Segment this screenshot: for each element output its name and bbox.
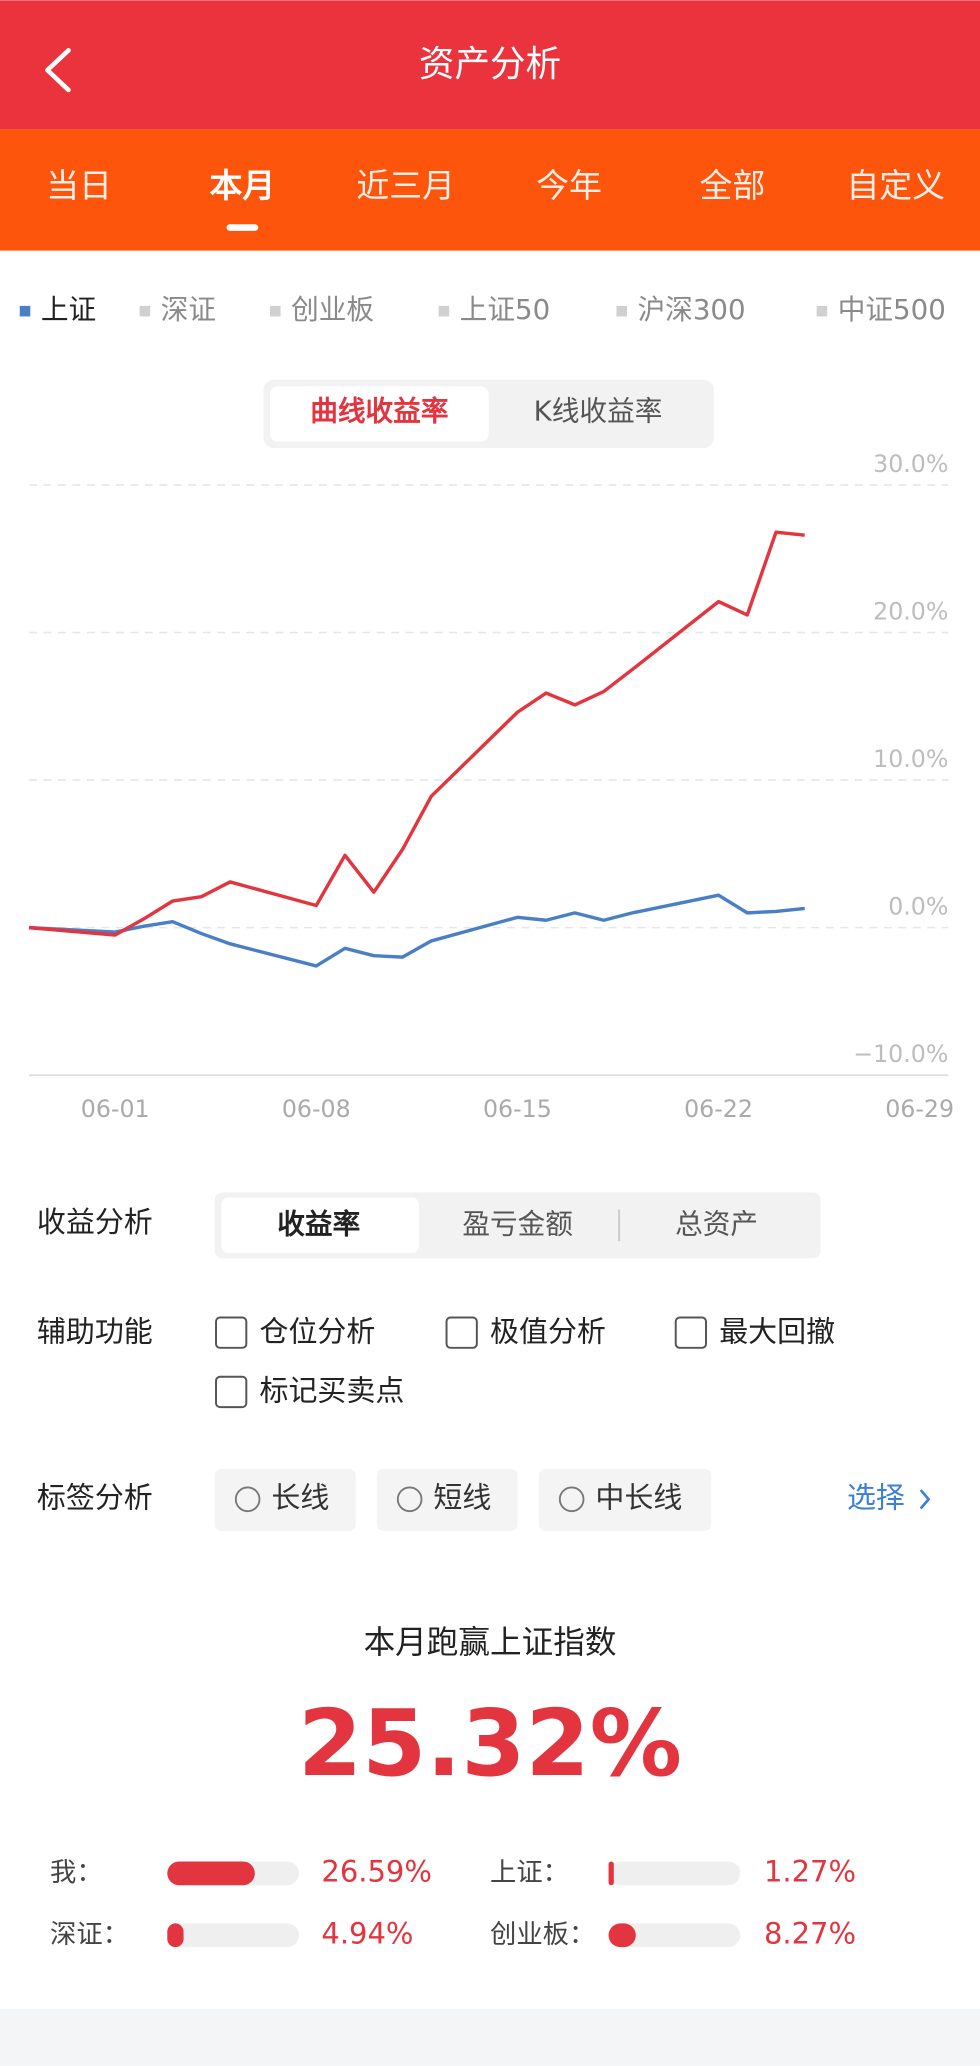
summary-title: 本月跑赢上证指数 [364,1625,617,1661]
compare-name: 我： [50,1858,103,1888]
mode-option[interactable]: K线收益率 [534,395,663,428]
compare-bar [608,1923,636,1948]
benchmark-dot [139,305,151,317]
mode-active-bg [270,386,489,442]
section-label: 收益分析 [37,1205,153,1239]
checkbox[interactable] [674,1316,708,1349]
compare-value: 1.27% [764,1854,856,1888]
benchmark-dot [19,305,31,317]
y-tick-label: −10.0% [853,1040,948,1068]
radio [396,1486,423,1513]
page-title: 资产分析 [419,44,561,85]
tab-indicator [226,224,259,231]
tag-pill[interactable] [538,1468,712,1531]
compare-track [167,1923,300,1948]
benchmark-option[interactable]: 中证500 [838,293,946,326]
benchmark-dot [438,305,450,317]
benchmark-dot [816,305,828,317]
tab[interactable]: 近三月 [356,166,455,205]
series-line [28,893,805,968]
checkbox-label[interactable]: 最大回撤 [719,1314,835,1348]
compare-value: 4.94% [321,1916,413,1950]
header-bar [0,0,980,130]
compare-bar [167,1923,184,1948]
footer-strip [0,2009,980,2066]
series-line [28,530,805,937]
segment-option[interactable]: 收益率 [277,1207,360,1240]
radio [234,1486,261,1513]
compare-name: 创业板： [490,1920,595,1950]
benchmark-option[interactable]: 深证 [161,293,216,326]
x-tick-label: 06-08 [282,1095,351,1123]
tag-label: 长线 [271,1480,329,1514]
compare-name: 深证： [50,1920,129,1950]
radio [558,1486,585,1513]
segment-option[interactable]: 总资产 [675,1207,758,1240]
compare-track [608,1923,741,1948]
back-button[interactable] [45,48,71,93]
section-label: 标签分析 [37,1480,153,1514]
checkbox[interactable] [215,1316,248,1349]
compare-name: 上证： [490,1858,569,1888]
tab[interactable]: 今年 [536,166,602,205]
checkbox-label[interactable]: 极值分析 [490,1314,606,1348]
benchmark-dot [616,305,627,317]
tag-pill[interactable] [214,1468,356,1531]
segment-option[interactable]: 盈亏金额 [462,1207,573,1240]
tab-bar [0,129,980,251]
tab[interactable]: 本月 [209,166,275,205]
checkbox[interactable] [445,1316,478,1349]
benchmark-option[interactable]: 沪深300 [638,293,746,326]
mode-option[interactable]: 曲线收益率 [310,395,448,428]
select-chevron [919,1489,931,1510]
compare-value: 8.27% [764,1916,856,1950]
select-link[interactable]: 选择 [847,1480,905,1514]
tag-pill[interactable] [376,1468,518,1531]
compare-track [608,1861,741,1886]
benchmark-option[interactable]: 上证 [41,293,96,326]
benchmark-option[interactable]: 上证50 [460,293,551,326]
summary-value: 25.32% [298,1689,682,1797]
compare-value: 26.59% [321,1854,431,1888]
tab[interactable]: 全部 [699,166,765,205]
x-tick-label: 06-15 [483,1095,552,1123]
tab[interactable]: 当日 [46,166,112,205]
compare-bar [608,1861,614,1886]
tag-label: 短线 [433,1480,491,1514]
checkbox-label[interactable]: 标记买卖点 [259,1374,404,1408]
tab[interactable]: 自定义 [846,166,945,205]
x-tick-label: 06-01 [81,1095,150,1123]
tag-label: 中长线 [595,1480,682,1514]
checkbox-label[interactable]: 仓位分析 [259,1314,375,1348]
y-tick-label: 20.0% [873,597,948,625]
section-label: 辅助功能 [37,1314,153,1348]
x-tick-label: 06-22 [684,1095,753,1123]
benchmark-option[interactable]: 创业板 [291,293,374,326]
segment-active-bg [221,1197,419,1253]
y-tick-label: 0.0% [888,892,948,920]
benchmark-dot [270,305,281,317]
y-tick-label: 30.0% [873,450,948,478]
checkbox[interactable] [215,1375,248,1409]
y-tick-label: 10.0% [873,745,948,773]
x-tick-label: 06-29 [885,1095,954,1123]
compare-bar [167,1861,255,1886]
